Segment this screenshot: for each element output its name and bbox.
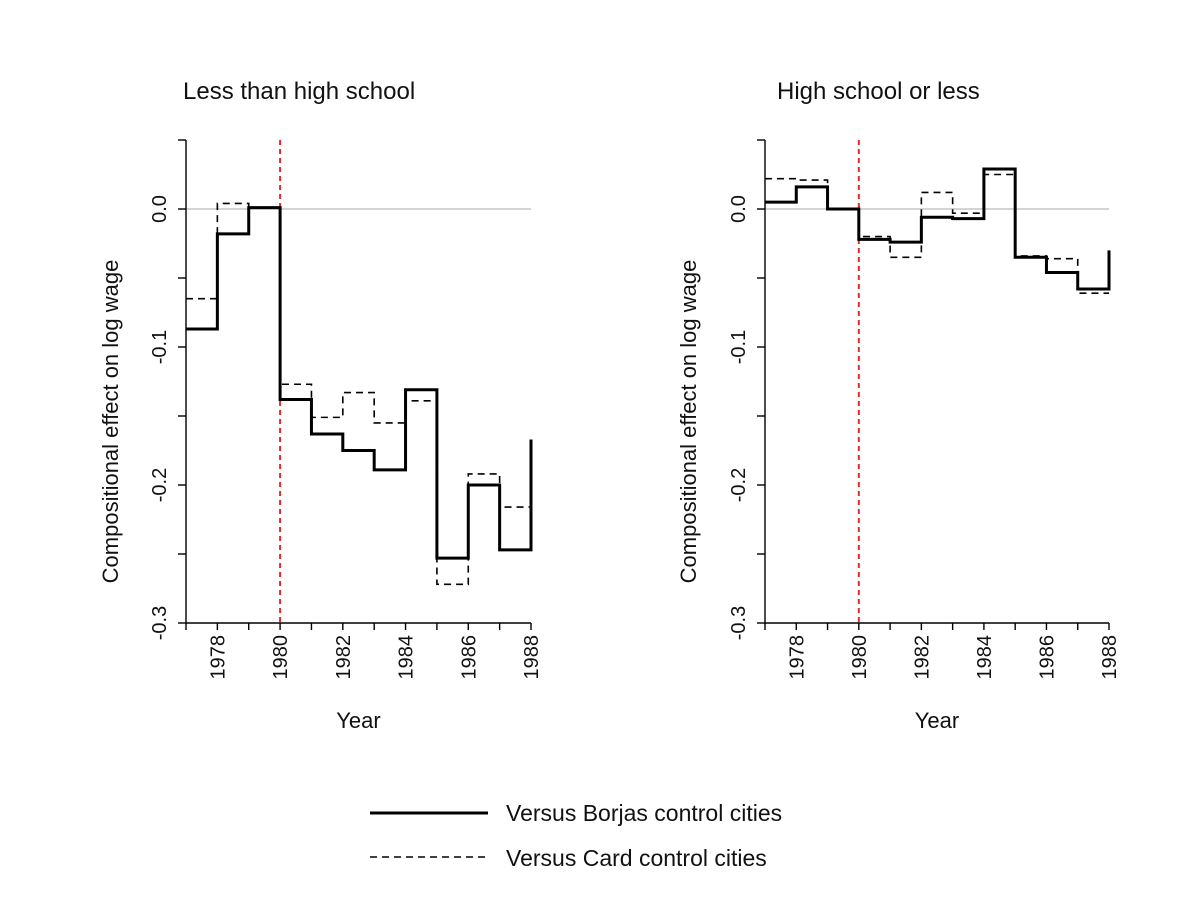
y-axis-label: Compositional effect on log wage <box>676 260 701 584</box>
x-tick-label: 1980 <box>849 635 871 680</box>
x-tick-label: 1984 <box>974 635 996 680</box>
series-card-line <box>186 202 531 586</box>
legend-label-card: Versus Card control cities <box>506 845 767 871</box>
x-axis-label: Year <box>915 708 959 733</box>
legend-label-borjas: Versus Borjas control cities <box>506 800 782 826</box>
y-tick-label: 0.0 <box>149 195 171 223</box>
y-tick-label: -0.1 <box>728 330 750 364</box>
x-tick-label: 1978 <box>207 635 229 680</box>
x-axis-label: Year <box>336 708 380 733</box>
y-tick-label: 0.0 <box>728 195 750 223</box>
y-tick-label: -0.1 <box>149 330 171 364</box>
y-tick-label: -0.2 <box>728 468 750 502</box>
y-tick-label: -0.3 <box>728 606 750 640</box>
y-tick-label: -0.3 <box>149 606 171 640</box>
x-tick-label: 1986 <box>458 635 480 680</box>
series-borjas-line <box>186 206 533 560</box>
x-tick-label: 1982 <box>333 635 355 680</box>
panel-high-school-or-less: High school or less -0.3 -0.2 -0.1 0.0 1978 19… <box>676 78 1121 733</box>
series-borjas-line <box>765 167 1111 291</box>
legend: Versus Borjas control cities Versus Card… <box>370 800 782 871</box>
y-axis-label: Compositional effect on log wage <box>98 260 123 584</box>
x-tick-label: 1982 <box>911 635 933 680</box>
series-card-line <box>765 173 1109 294</box>
chart-title: Less than high school <box>183 78 415 105</box>
x-tick-label: 1988 <box>1099 635 1121 680</box>
x-tick-label: 1988 <box>521 635 543 680</box>
chart-title: High school or less <box>777 78 980 105</box>
x-tick-label: 1980 <box>270 635 292 680</box>
x-tick-label: 1986 <box>1036 635 1058 680</box>
y-tick-label: -0.2 <box>149 468 171 502</box>
x-tick-label: 1978 <box>786 635 808 680</box>
panel-less-than-high-school: Less than high school -0.3 -0.2 -0.1 0.0 1978… <box>98 78 543 733</box>
x-tick-label: 1984 <box>396 635 418 680</box>
